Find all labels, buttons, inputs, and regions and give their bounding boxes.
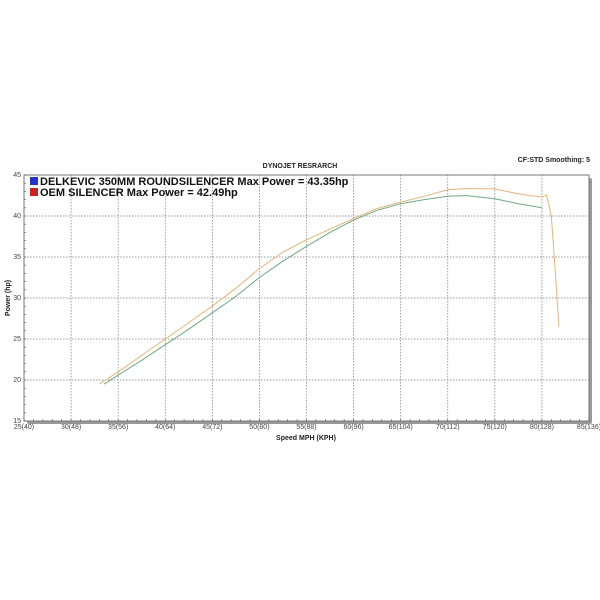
legend-swatch-oem bbox=[30, 188, 38, 196]
x-tick-label: 75(120) bbox=[483, 424, 507, 431]
axis-ticks: 25(40) 30(48) 35(56) 40(64) 45(72) 50(80) 55(8… bbox=[13, 172, 600, 431]
legend-label-oem: OEM SILENCER Max Power = 42.49hp bbox=[40, 187, 238, 199]
legend: DELKEVIC 350MM ROUNDSILENCER Max Power =… bbox=[30, 176, 349, 199]
series-lines bbox=[99, 187, 560, 385]
x-tick-label: 60(96) bbox=[343, 424, 363, 431]
x-tick-label: 45(72) bbox=[202, 424, 222, 431]
x-tick-label: 70(112) bbox=[436, 424, 460, 431]
x-tick-label: 30(48) bbox=[61, 424, 81, 431]
chart-subtitle: CF:STD Smoothing: 5 bbox=[518, 157, 590, 164]
y-tick-label: 40 bbox=[13, 213, 21, 220]
legend-label-delkevic: DELKEVIC 350MM ROUNDSILENCER Max Power =… bbox=[40, 176, 349, 188]
series-line-delkevic bbox=[99, 187, 560, 385]
x-tick-label: 25(40) bbox=[14, 424, 34, 431]
y-tick-label: 35 bbox=[13, 254, 21, 261]
y-tick-label: 20 bbox=[13, 377, 21, 384]
y-tick-label: 30 bbox=[13, 295, 21, 302]
chart-title: DYNOJET RESRARCH bbox=[263, 163, 338, 170]
x-tick-label: 35(56) bbox=[108, 424, 128, 431]
x-tick-label: 65(104) bbox=[389, 424, 413, 431]
grid bbox=[23, 174, 590, 422]
y-tick-label: 25 bbox=[13, 336, 21, 343]
y-tick-label: 15 bbox=[13, 418, 21, 425]
y-tick-label: 45 bbox=[13, 172, 21, 179]
x-tick-label: 40(64) bbox=[155, 424, 175, 431]
x-tick-label: 55(88) bbox=[296, 424, 316, 431]
x-tick-label: 85(136) bbox=[577, 424, 600, 431]
legend-swatch-delkevic bbox=[30, 177, 38, 185]
x-axis-label: Speed MPH (KPH) bbox=[276, 435, 336, 442]
x-tick-label: 80(128) bbox=[530, 424, 554, 431]
y-axis-label: Power (hp) bbox=[5, 280, 12, 316]
series-line-oem bbox=[103, 195, 542, 385]
x-tick-label: 50(80) bbox=[249, 424, 269, 431]
